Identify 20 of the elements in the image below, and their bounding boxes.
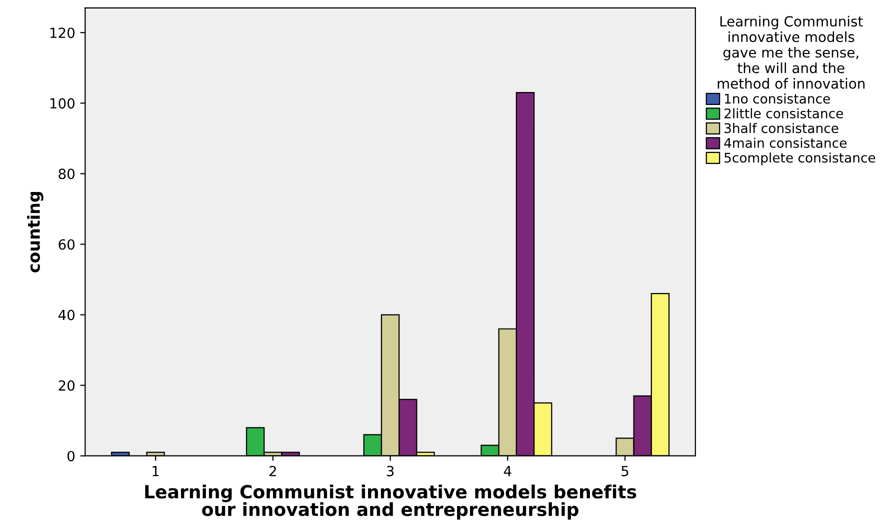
x-axis-title: Learning Communist innovative models benefits our innovation and entrepreneurship: [145, 484, 636, 520]
x-tick-label: 4: [504, 466, 512, 476]
legend-label: 5complete consistance: [724, 152, 876, 166]
y-tick-label: 0: [68, 450, 75, 462]
y-tick-label: 100: [50, 98, 75, 109]
y-tick-label: 40: [58, 310, 75, 320]
legend-label: 2little consistance: [724, 108, 843, 118]
y-tick-label: 80: [58, 168, 75, 180]
y-tick-label: 60: [58, 239, 75, 250]
legend-label: 1no consistance: [724, 93, 830, 104]
legend-title: Learning Communist innovative models gave me the sense, the will and the method of innovation: [718, 16, 865, 89]
x-tick-label: 5: [622, 466, 628, 476]
x-tick-label: 3: [386, 466, 394, 476]
y-tick-label: 120: [50, 28, 75, 38]
legend-label: 3half consistance: [724, 122, 838, 134]
y-tick-label: 20: [58, 380, 75, 391]
x-tick-label: 2: [270, 466, 276, 476]
legend-label: 4main consistance: [724, 138, 846, 148]
y-axis-title: counting: [27, 192, 44, 272]
x-tick-label: 1: [152, 466, 159, 476]
